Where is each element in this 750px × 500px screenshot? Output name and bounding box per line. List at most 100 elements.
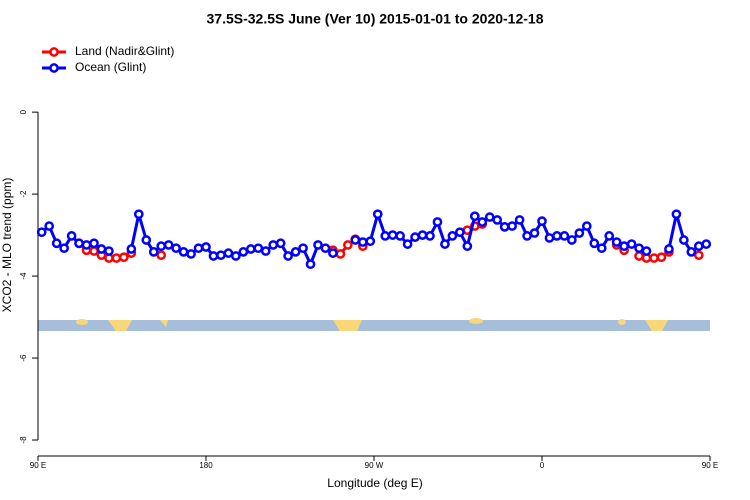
y-tick-label: -6 xyxy=(19,354,28,362)
data-point xyxy=(432,217,443,227)
data-point xyxy=(604,231,615,241)
y-tick-label: -8 xyxy=(19,436,28,444)
data-point xyxy=(96,244,107,254)
legend-marker xyxy=(49,47,59,57)
data-point xyxy=(693,250,704,261)
data-point xyxy=(634,251,644,261)
data-point xyxy=(619,241,629,252)
data-point xyxy=(350,235,361,245)
legend-marker xyxy=(49,63,59,73)
data-point xyxy=(245,244,256,254)
data-point xyxy=(380,231,391,241)
data-point xyxy=(231,251,241,261)
chart-title: 37.5S-32.5S June (Ver 10) 2015-01-01 to … xyxy=(207,11,544,27)
data-point xyxy=(499,222,510,232)
data-point xyxy=(81,240,92,250)
x-tick-label: 0 xyxy=(540,461,545,470)
data-point xyxy=(372,209,383,220)
data-point xyxy=(410,232,420,242)
data-point xyxy=(223,248,234,258)
world-map-strip xyxy=(38,318,710,331)
data-point xyxy=(387,230,398,240)
data-point xyxy=(567,235,577,245)
data-point xyxy=(320,243,331,254)
data-point xyxy=(89,238,99,249)
data-point xyxy=(126,244,137,254)
data-point xyxy=(634,243,644,254)
data-point xyxy=(574,228,585,238)
data-point xyxy=(417,230,428,240)
y-tick-label: -4 xyxy=(19,272,28,280)
data-point xyxy=(492,215,503,225)
data-point xyxy=(238,247,249,257)
data-point xyxy=(178,247,189,257)
x-tick-label: 90 E xyxy=(702,461,718,470)
data-point xyxy=(671,209,682,220)
data-point xyxy=(679,235,689,245)
legend-label: Land (Nadir&Glint) xyxy=(75,44,174,58)
data-point xyxy=(111,253,122,263)
data-point xyxy=(477,217,488,227)
data-point xyxy=(611,237,622,247)
data-point xyxy=(425,231,435,241)
data-point xyxy=(208,251,219,261)
data-point xyxy=(649,253,659,263)
y-axis-label: XCO2 - MLO trend (ppm) xyxy=(0,178,14,313)
data-point xyxy=(36,227,47,238)
data-point xyxy=(253,243,264,254)
data-point xyxy=(328,248,338,258)
data-point xyxy=(44,221,55,231)
data-point xyxy=(163,240,174,250)
y-tick-label: 0 xyxy=(19,109,28,114)
data-point xyxy=(313,240,323,250)
data-point xyxy=(514,215,525,225)
data-point xyxy=(59,243,69,254)
data-point xyxy=(133,209,144,220)
data-point xyxy=(335,249,346,259)
x-tick-label: 90 W xyxy=(365,461,384,470)
data-point xyxy=(447,231,458,241)
data-point xyxy=(559,231,570,241)
data-point xyxy=(589,238,600,249)
data-point xyxy=(156,241,167,252)
data-point xyxy=(626,239,637,249)
x-tick-label: 90 E xyxy=(30,461,46,470)
data-point xyxy=(469,211,480,222)
data-point xyxy=(537,216,547,227)
data-point xyxy=(298,243,308,254)
data-point xyxy=(664,244,674,254)
data-point xyxy=(440,239,450,249)
data-point xyxy=(51,238,62,249)
data-point xyxy=(89,246,99,256)
data-point xyxy=(119,252,129,263)
data-point xyxy=(216,250,226,261)
data-point xyxy=(641,246,652,256)
x-tick-label: 180 xyxy=(199,461,213,470)
data-point xyxy=(402,239,413,249)
data-point xyxy=(186,249,196,259)
data-point xyxy=(66,231,77,241)
data-point xyxy=(171,243,181,254)
data-point xyxy=(343,240,353,250)
data-point xyxy=(656,252,667,263)
data-point xyxy=(141,235,152,245)
data-point xyxy=(193,243,204,254)
data-point xyxy=(544,233,555,243)
data-point xyxy=(395,231,405,241)
data-point xyxy=(552,231,562,241)
x-axis-label: Longitude (deg E) xyxy=(327,476,422,490)
data-point xyxy=(529,228,540,238)
data-point xyxy=(201,242,211,252)
data-point xyxy=(581,221,592,231)
data-point xyxy=(365,236,376,247)
data-point xyxy=(104,246,114,256)
data-point xyxy=(693,241,704,252)
data-point xyxy=(290,247,301,257)
data-point xyxy=(148,247,159,257)
data-point xyxy=(701,239,712,249)
data-point xyxy=(507,221,517,231)
data-point xyxy=(74,238,84,249)
data-point xyxy=(357,237,368,247)
data-point xyxy=(484,212,495,222)
